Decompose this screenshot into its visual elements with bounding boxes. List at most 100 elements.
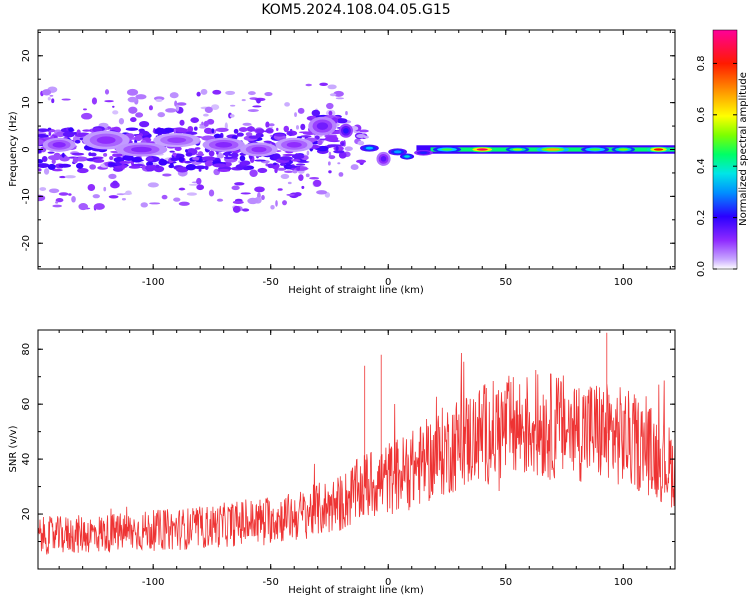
spectrogram-blob <box>167 137 187 143</box>
spectrogram-speckle <box>305 83 312 87</box>
spectrogram-blob <box>512 148 523 151</box>
spectrogram-speckle <box>230 104 236 107</box>
y-tick-label: 60 <box>21 398 32 411</box>
spectrogram-speckle <box>112 110 119 115</box>
spectrogram-speckle <box>194 165 207 170</box>
spectrogram-speckle <box>212 89 222 95</box>
spectrogram-speckle <box>51 159 56 165</box>
spectrogram-speckle <box>224 151 229 158</box>
spectrogram-speckle <box>52 168 63 172</box>
spectrogram-y-ticks: -20 -10 0 10 20 <box>21 31 675 268</box>
spectrogram-speckle <box>257 167 268 174</box>
spectrogram-speckle <box>175 166 189 173</box>
spectrogram-speckle <box>104 100 114 103</box>
spectrogram-speckle <box>148 105 153 111</box>
spectrogram-speckle <box>335 145 339 151</box>
spectrogram-speckle <box>196 91 201 97</box>
spectrogram-blob <box>589 148 601 151</box>
spectrogram-speckle <box>287 181 292 185</box>
spectrogram-speckle <box>223 156 234 159</box>
spectrogram-speckle <box>108 195 119 199</box>
spectrogram-speckle <box>43 168 50 175</box>
colorbar-tick-label: 0.8 <box>696 55 707 71</box>
spectrogram-speckle <box>294 112 297 117</box>
spectrogram-speckle <box>179 119 185 126</box>
spectrogram-speckle <box>78 203 88 211</box>
colorbar-ticks: 0.0 0.2 0.4 0.6 0.8 <box>696 55 737 277</box>
spectrogram-speckle <box>131 156 143 163</box>
spectrogram-speckle <box>335 97 344 100</box>
spectrogram-speckle <box>297 160 310 163</box>
spectrogram-speckle <box>313 179 322 187</box>
spectrogram-blob <box>441 148 453 151</box>
spectrogram-speckle <box>55 131 66 138</box>
spectrogram-speckle <box>186 192 198 196</box>
spectrogram-speckle <box>224 122 228 130</box>
colorbar-gradient <box>712 29 738 270</box>
spectrogram-speckle <box>185 149 188 153</box>
spectrogram-speckle <box>329 93 337 97</box>
spectrogram-speckle <box>276 127 279 132</box>
spectrogram-speckle <box>165 108 177 113</box>
spectrogram-speckle <box>242 122 252 126</box>
spectrogram-speckle <box>296 166 301 171</box>
spectrogram-speckle <box>190 117 200 124</box>
spectrogram-speckle <box>119 161 131 164</box>
spectrogram-speckle <box>263 130 272 133</box>
spectrogram-speckle <box>187 125 194 133</box>
spectrogram-speckle <box>39 187 47 191</box>
spectrogram-speckle <box>38 128 50 133</box>
spectrogram-speckle <box>204 106 213 113</box>
spectrogram-blob <box>393 150 402 154</box>
spectrogram-speckle <box>326 102 334 110</box>
spectrogram-speckle <box>198 157 202 162</box>
spectrogram-speckle <box>175 128 188 133</box>
spectrogram-speckle <box>309 177 320 180</box>
spectrogram-speckle <box>229 114 235 118</box>
spectrogram-speckle <box>38 139 45 146</box>
spectrogram-speckle <box>245 132 253 137</box>
spectrogram-speckle <box>158 159 168 166</box>
spectrogram-speckle <box>185 152 193 157</box>
spectrogram-speckle <box>200 88 208 95</box>
spectrogram-speckle <box>162 127 175 133</box>
spectrogram-speckle <box>217 168 231 172</box>
colorbar-tick-label: 0.0 <box>696 261 707 277</box>
x-tick-label: -50 <box>263 577 279 588</box>
spectrogram-speckle <box>125 127 139 131</box>
spectrogram-speckle <box>338 151 347 159</box>
spectrogram-speckle <box>203 127 213 134</box>
spectrogram-speckle <box>301 185 305 189</box>
spectrogram-speckle <box>61 98 71 101</box>
spectrogram-speckle <box>55 197 64 203</box>
spectrogram-speckle <box>174 100 178 107</box>
spectrogram-speckle <box>270 204 275 210</box>
spectrogram-speckle <box>363 135 369 139</box>
y-tick-label: -20 <box>21 235 32 251</box>
spectrogram-speckle <box>91 97 98 105</box>
spectrogram-speckle <box>64 175 76 179</box>
spectrogram-speckle <box>103 153 108 157</box>
spectrogram-speckle <box>211 104 220 110</box>
spectrogram-speckle <box>203 113 209 117</box>
chart-title: KOM5.2024.108.04.05.G15 <box>261 2 450 18</box>
spectrogram-speckle <box>77 168 89 174</box>
spectrogram-speckle <box>305 173 310 178</box>
spectrogram-speckle <box>216 198 224 202</box>
spectrogram-speckle <box>93 203 105 210</box>
spectrogram-blob <box>653 148 664 151</box>
spectrogram-speckle <box>327 84 337 90</box>
spectrogram-speckle <box>279 156 293 161</box>
spectrogram-speckle <box>59 175 67 179</box>
spectrogram-speckle <box>295 125 300 130</box>
x-tick-label: 0 <box>385 577 391 588</box>
spectrogram-speckle <box>140 202 148 208</box>
spectrogram-blob <box>316 122 329 130</box>
spectrogram-speckle <box>208 189 215 197</box>
snr-x-ticks: -100 -50 0 50 100 <box>58 330 671 588</box>
spectrogram-speckle <box>284 102 290 107</box>
spectrogram-speckle <box>178 187 186 191</box>
spectrogram-speckle <box>300 123 306 131</box>
spectrogram-speckle <box>169 162 174 168</box>
spectrogram-speckle <box>196 177 202 185</box>
